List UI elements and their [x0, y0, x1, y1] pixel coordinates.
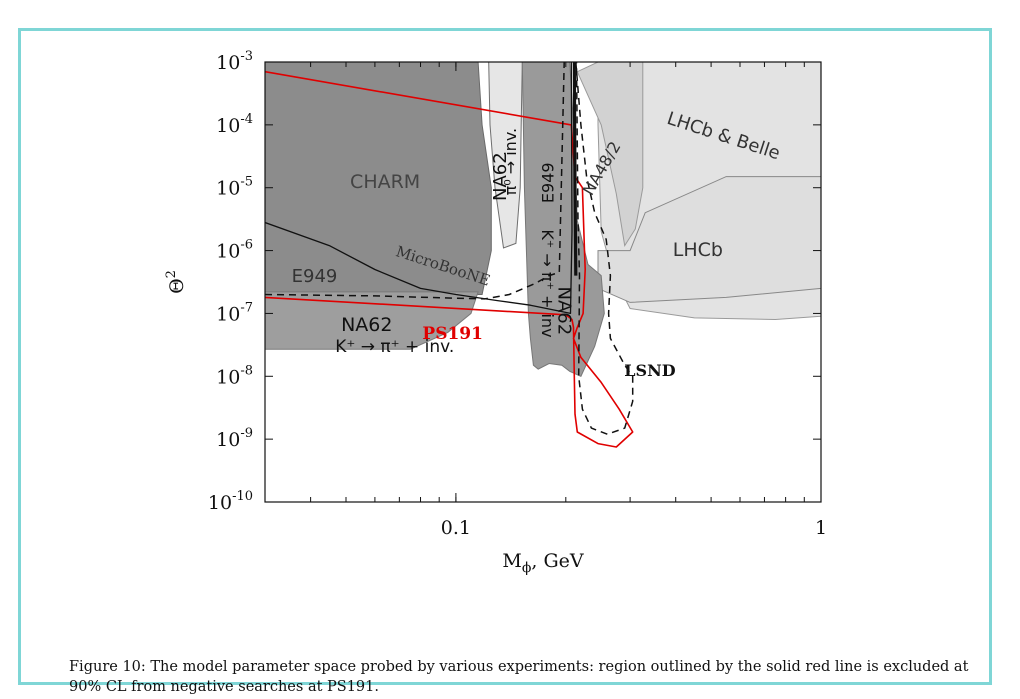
y-tick-label: 10-6	[216, 238, 253, 263]
curve-lsnd-loop	[575, 62, 634, 435]
label-lhcb: LHCb	[673, 239, 723, 261]
y-tick-label: 10-7	[216, 300, 253, 325]
label-e949: E949	[292, 266, 338, 287]
label-na62: NA62	[553, 286, 574, 335]
plot-border	[264, 61, 822, 503]
label-na62: NA62	[490, 152, 511, 201]
curve-microboone	[265, 62, 573, 315]
y-tick-label: 10-4	[216, 112, 253, 137]
y-tick-label: 10-5	[216, 175, 253, 200]
x-tick-label: 1	[815, 517, 827, 539]
region-lhcb	[597, 176, 821, 303]
label-k-inv: K⁺ → π⁺ + inv	[538, 229, 557, 337]
label-na62: NA62	[341, 314, 392, 336]
y-tick-label: 10-10	[208, 489, 253, 514]
curve-lsnd	[265, 62, 565, 300]
label-ps191: PS191	[422, 324, 483, 344]
figure-caption: Figure 10: The model parameter space pro…	[69, 659, 969, 695]
y-tick-label: 10-9	[216, 426, 253, 451]
y-tick-label: 10-8	[216, 363, 253, 388]
label-charm: CHARM	[350, 171, 420, 193]
y-tick-label: 10-3	[216, 49, 253, 74]
curve-microboone-edge	[572, 62, 578, 276]
region-na48-2	[576, 62, 644, 247]
figure-frame: CHARM MicroBooNE E949 NA62 K⁺ → π⁺ + inv. NA6…	[18, 28, 992, 695]
exclusion-curves	[265, 62, 634, 448]
region-na62-pi0	[488, 62, 523, 249]
label-k-inv: K⁺ → π⁺ + inv.	[335, 337, 454, 357]
label-e949: E949	[539, 162, 558, 203]
x-axis-label: Mϕ, GeV	[502, 550, 584, 576]
x-tick-label: 0.1	[441, 517, 471, 539]
axis-ticks: 10-3 10-4 10-5 10-6 10-7 10-8 10-9 10-10 0.1 1	[208, 49, 827, 539]
curve-ps191	[265, 70, 634, 448]
label-inv: π⁰ → inv.	[501, 128, 520, 196]
y-axis-label: Θ2	[164, 270, 188, 294]
label-lsnd: LSND	[624, 361, 675, 380]
